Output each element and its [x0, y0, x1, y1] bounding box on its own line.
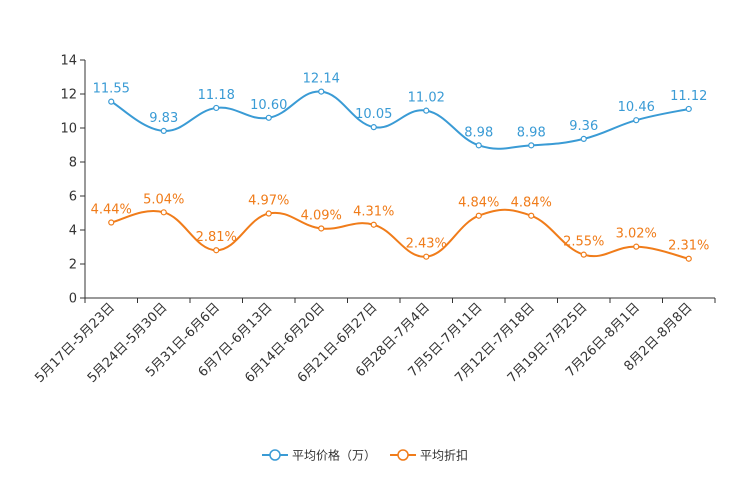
- data-label: 4.84%: [511, 196, 552, 211]
- y-tick-label: 2: [69, 258, 77, 273]
- axes: 024681012145月17日-5月23日5月24日-5月30日5月31日-6…: [32, 54, 716, 386]
- series-1: 11.55 9.83 11.18 10.60 12.14 10.05 11.02 8.98 8.…: [93, 72, 707, 150]
- data-point[interactable]: [475, 142, 482, 149]
- legend-item-1[interactable]: 平均价格（万）: [262, 448, 376, 463]
- data-label: 11.12: [670, 89, 707, 104]
- series-2: 4.44% 5.04% 2.81% 4.97% 4.09% 4.31% 2.43% 4.84%…: [91, 192, 709, 262]
- data-label: 10.46: [618, 100, 655, 115]
- data-point[interactable]: [580, 251, 587, 258]
- data-point[interactable]: [108, 98, 115, 105]
- data-label: 4.31%: [353, 205, 394, 220]
- data-point[interactable]: [423, 253, 430, 260]
- data-label: 8.98: [517, 125, 546, 140]
- y-tick-label: 12: [60, 88, 77, 103]
- data-point[interactable]: [213, 247, 220, 254]
- series-layer: 11.55 9.83 11.18 10.60 12.14 10.05 11.02 8.98 8.…: [91, 72, 709, 262]
- data-point[interactable]: [265, 114, 272, 121]
- data-label: 4.09%: [301, 208, 342, 223]
- data-label: 11.18: [198, 88, 235, 103]
- data-label: 4.97%: [248, 194, 289, 209]
- data-point[interactable]: [265, 210, 272, 217]
- data-label: 3.02%: [616, 227, 657, 242]
- data-label: 2.81%: [196, 230, 237, 245]
- legend-marker-icon: [269, 449, 281, 461]
- legend-label: 平均价格（万）: [292, 448, 376, 463]
- data-point[interactable]: [685, 105, 692, 113]
- data-label: 2.55%: [563, 235, 604, 250]
- data-label: 10.60: [250, 98, 287, 113]
- data-point[interactable]: [160, 127, 167, 134]
- y-tick-label: 10: [60, 122, 77, 137]
- data-point[interactable]: [528, 142, 535, 149]
- y-tick-label: 6: [69, 190, 77, 205]
- data-label: 9.36: [569, 119, 598, 134]
- data-point[interactable]: [685, 255, 692, 262]
- data-point[interactable]: [580, 135, 587, 142]
- data-point[interactable]: [528, 212, 535, 219]
- data-label: 4.84%: [458, 196, 499, 211]
- legend-label: 平均折扣: [420, 448, 468, 463]
- legend[interactable]: 平均价格（万） 平均折扣: [262, 448, 468, 463]
- data-point[interactable]: [370, 124, 377, 131]
- data-label: 5.04%: [143, 192, 184, 207]
- y-tick-label: 4: [69, 224, 77, 239]
- data-point[interactable]: [633, 243, 640, 250]
- data-label: 8.98: [464, 125, 493, 140]
- data-point[interactable]: [423, 107, 430, 114]
- data-label: 9.83: [149, 111, 178, 126]
- y-tick-label: 8: [69, 156, 77, 171]
- data-label: 10.05: [355, 107, 392, 122]
- data-label: 11.02: [408, 91, 445, 106]
- legend-marker-icon: [397, 449, 409, 461]
- data-label: 4.44%: [91, 203, 132, 218]
- y-tick-label: 0: [69, 292, 77, 307]
- data-point[interactable]: [370, 221, 377, 228]
- data-point[interactable]: [318, 225, 325, 232]
- data-point[interactable]: [318, 88, 325, 95]
- data-label: 2.31%: [668, 239, 709, 254]
- data-point[interactable]: [160, 209, 167, 216]
- data-label: 2.43%: [406, 237, 447, 252]
- y-tick-label: 14: [60, 54, 77, 69]
- data-label: 12.14: [303, 72, 340, 87]
- data-point[interactable]: [633, 117, 640, 124]
- data-point[interactable]: [213, 104, 220, 112]
- legend-item-2[interactable]: 平均折扣: [390, 448, 468, 463]
- data-point[interactable]: [108, 219, 115, 226]
- data-label: 11.55: [93, 82, 130, 97]
- data-point[interactable]: [475, 212, 482, 219]
